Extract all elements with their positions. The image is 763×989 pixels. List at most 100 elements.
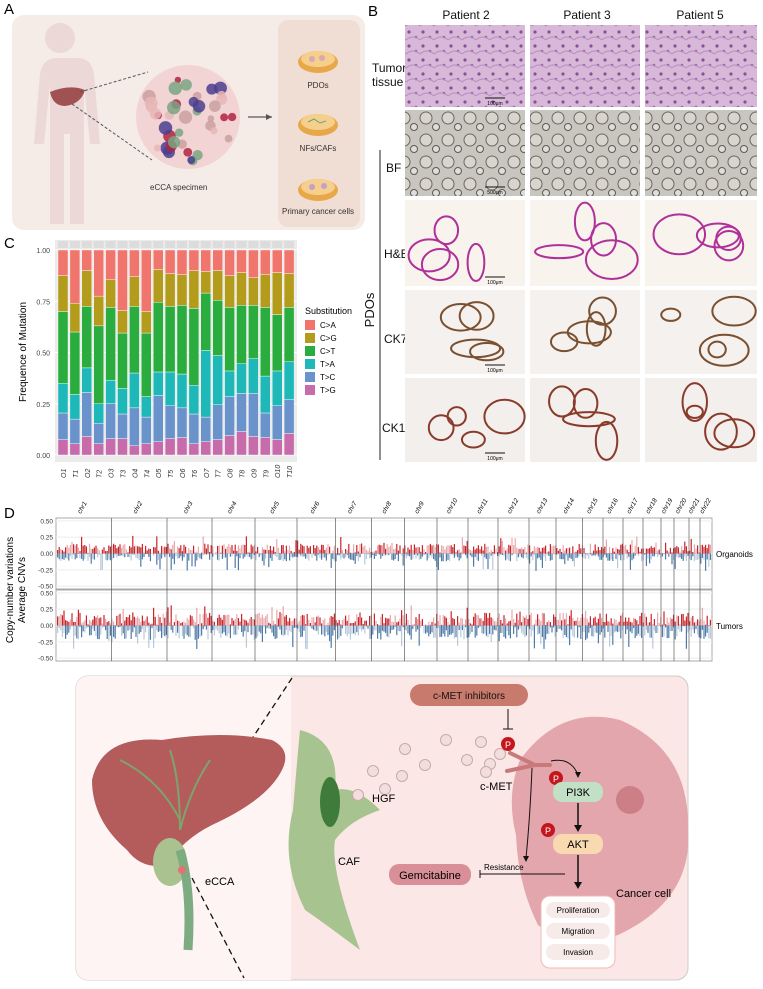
cnv-gain-bar xyxy=(677,547,679,554)
column-header-patient-2: Patient 2 xyxy=(442,8,490,22)
cnv-gain-bar xyxy=(162,613,164,626)
cnv-loss-bar xyxy=(85,553,87,555)
cnv-loss-bar xyxy=(610,553,612,560)
cnv-loss-bar xyxy=(669,625,671,632)
cnv-loss-bar xyxy=(546,553,548,555)
cnv-loss-bar xyxy=(65,625,67,639)
cnv-loss-bar xyxy=(407,553,409,556)
cell-icon xyxy=(210,127,218,135)
cnv-loss-bar xyxy=(143,553,145,558)
cnv-loss-bar xyxy=(393,625,395,630)
cnv-loss-bar xyxy=(293,553,295,557)
cnv-loss-bar xyxy=(129,553,131,558)
cnv-gain-bar xyxy=(577,550,579,554)
cnv-gain-bar xyxy=(316,616,318,626)
cnv-gain-bar xyxy=(684,620,686,626)
cnv-gain-bar xyxy=(129,614,131,626)
cnv-loss-bar xyxy=(477,625,479,628)
organoid-outline xyxy=(439,303,482,332)
bar-segment-O1-C>G xyxy=(57,275,69,312)
cnv-loss-bar xyxy=(647,553,649,559)
cnv-gain-bar xyxy=(389,545,391,554)
caf-cell-icon xyxy=(288,730,380,950)
cnv-loss-bar xyxy=(413,553,415,555)
cnv-loss-bar xyxy=(601,625,603,633)
cnv-loss-bar xyxy=(364,625,366,634)
scale-bar-label: 100μm xyxy=(487,101,502,107)
cnv-loss-bar xyxy=(183,553,185,558)
x-tick-label: T4 xyxy=(144,470,151,478)
cnv-loss-bar xyxy=(620,553,622,561)
cnv-loss-bar xyxy=(324,553,326,558)
cnv-gain-bar xyxy=(639,551,641,554)
cnv-gain-bar xyxy=(556,547,558,554)
cnv-loss-bar xyxy=(386,625,388,637)
cnv-loss-bar xyxy=(298,553,300,555)
bar-segment-T4-T>A xyxy=(141,396,152,418)
cnv-gain-bar xyxy=(357,617,359,626)
bar-segment-O6-C>A xyxy=(176,249,188,275)
cnv-loss-bar xyxy=(570,553,572,559)
cnv-gain-bar xyxy=(463,624,465,626)
cnv-gain-bar xyxy=(522,615,524,626)
cnv-loss-bar xyxy=(417,625,419,630)
organoid-outline xyxy=(584,239,639,280)
cnv-gain-bar xyxy=(301,614,303,626)
cnv-loss-bar xyxy=(68,553,70,561)
cnv-loss-bar xyxy=(589,625,591,629)
facet-strip xyxy=(165,241,176,248)
cnv-loss-bar xyxy=(679,553,681,558)
cnv-loss-bar xyxy=(423,553,425,555)
cnv-loss-bar xyxy=(297,553,299,558)
cnv-gain-bar xyxy=(306,613,308,626)
cnv-loss-bar xyxy=(386,553,388,555)
facet-strip xyxy=(224,241,235,248)
cnv-gain-bar xyxy=(319,549,321,554)
cnv-loss-bar xyxy=(479,625,481,627)
cnv-gain-bar xyxy=(213,621,215,626)
cnv-loss-bar xyxy=(308,625,310,627)
cnv-gain-bar xyxy=(60,614,62,626)
cnv-gain-bar xyxy=(185,546,187,554)
cnv-loss-bar xyxy=(585,553,587,559)
cnv-gain-bar xyxy=(546,552,548,554)
cnv-loss-bar xyxy=(490,553,492,556)
cnv-loss-bar xyxy=(330,553,332,568)
cnv-loss-bar xyxy=(223,553,225,558)
cnv-gain-bar xyxy=(98,550,100,554)
micrograph-ck7 xyxy=(530,290,640,374)
bar-segment-O10-T>A xyxy=(272,370,283,407)
cnv-gain-bar xyxy=(225,615,227,626)
cnv-gain-bar xyxy=(309,546,311,554)
cnv-loss-bar xyxy=(543,553,545,557)
cnv-gain-bar xyxy=(348,614,350,626)
cnv-loss-bar xyxy=(73,625,75,649)
cnv-loss-bar xyxy=(481,625,483,634)
cnv-gain-bar xyxy=(669,547,671,554)
cnv-loss-bar xyxy=(402,625,404,628)
cnv-loss-bar xyxy=(317,625,319,635)
cnv-loss-bar xyxy=(535,553,537,571)
cnv-gain-bar xyxy=(397,550,399,554)
cnv-loss-bar xyxy=(175,625,177,636)
cnv-gain-bar xyxy=(133,546,135,554)
cnv-loss-bar xyxy=(578,553,580,556)
cnv-loss-bar xyxy=(399,553,401,555)
cnv-loss-bar xyxy=(159,553,161,570)
cnv-loss-bar xyxy=(607,625,609,632)
cnv-gain-bar xyxy=(249,552,251,554)
organoid-outline xyxy=(704,412,738,451)
cnv-gain-bar xyxy=(557,620,559,626)
cnv-loss-bar xyxy=(367,625,369,629)
bar-segment-O7-T>A xyxy=(200,350,212,418)
cnv-gain-bar xyxy=(281,545,283,554)
cnv-loss-bar xyxy=(231,553,233,557)
cnv-gain-bar xyxy=(108,545,110,554)
cnv-gain-bar xyxy=(92,548,94,554)
cnv-gain-bar xyxy=(164,546,166,554)
cnv-loss-bar xyxy=(461,625,463,630)
cnv-loss-bar xyxy=(644,553,646,555)
cnv-loss-bar xyxy=(252,625,254,635)
bar-segment-O1-T>A xyxy=(57,383,69,414)
cnv-gain-bar xyxy=(417,619,419,626)
